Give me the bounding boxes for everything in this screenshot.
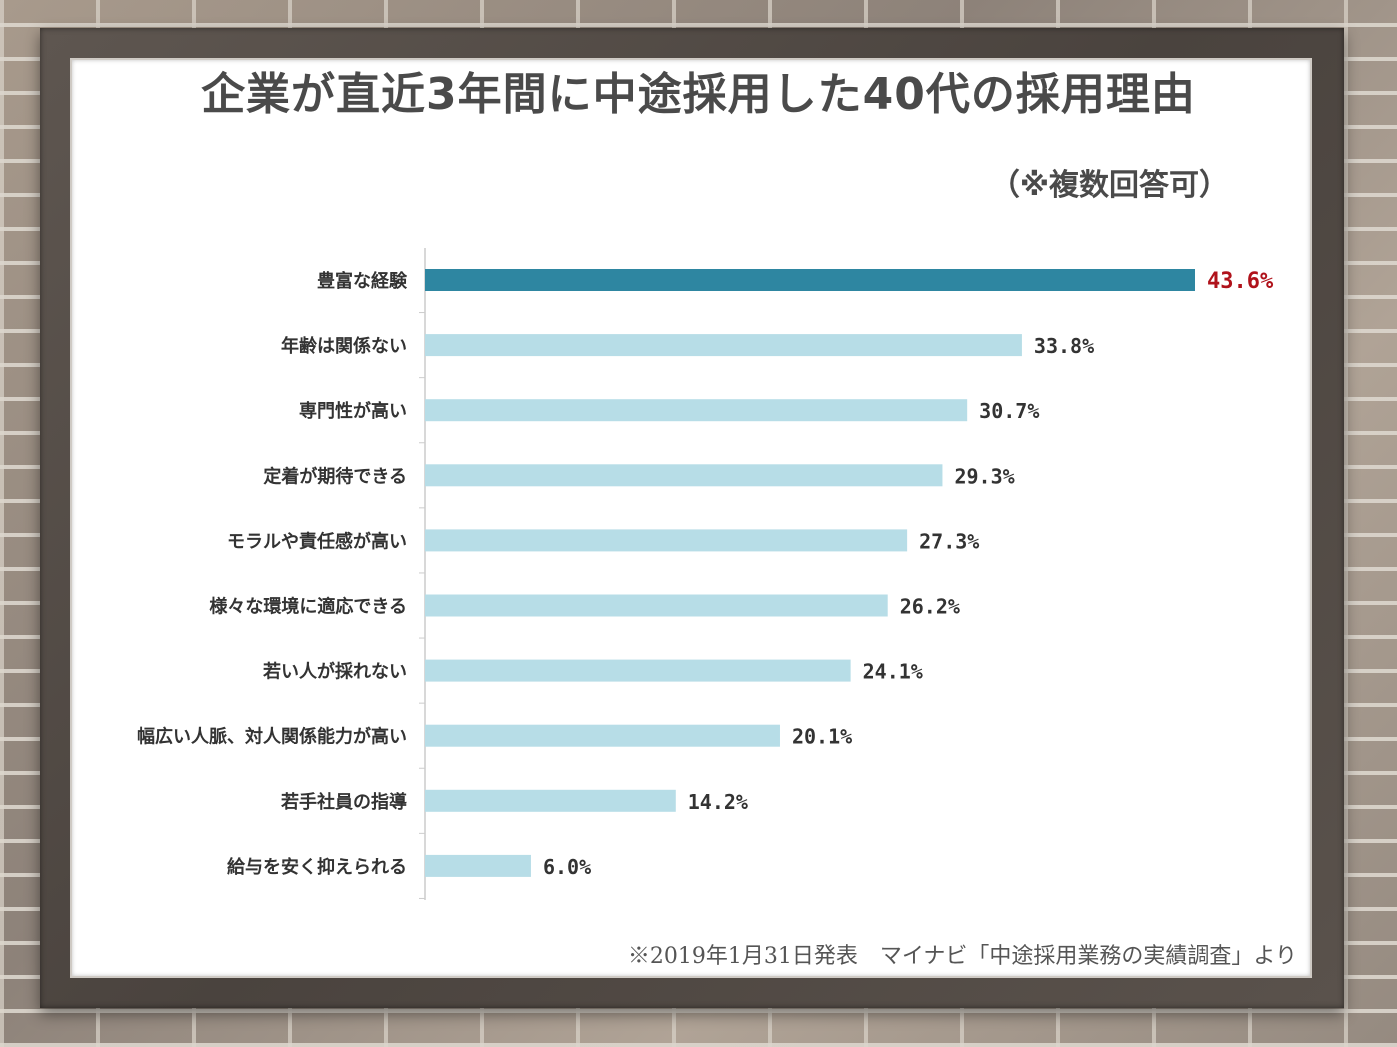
category-label: 様々な環境に適応できる — [209, 596, 407, 618]
bar — [425, 659, 851, 682]
bar — [425, 464, 943, 487]
value-label: 27.3% — [919, 529, 979, 553]
bar — [425, 854, 531, 877]
category-label: 年齢は関係ない — [281, 335, 407, 357]
chart-title: 企業が直近3年間に中途採用した40代の採用理由 — [201, 69, 1196, 120]
value-label: 33.8% — [1034, 334, 1094, 358]
category-label: モラルや責任感が高い — [227, 530, 407, 552]
category-label: 給与を安く抑えられる — [227, 856, 407, 878]
category-label: 若手社員の指導 — [280, 791, 407, 813]
value-label: 30.7% — [979, 399, 1039, 423]
bar — [425, 724, 780, 747]
category-label: 専門性が高い — [299, 400, 407, 422]
value-label: 24.1% — [863, 660, 923, 684]
bar — [425, 269, 1195, 291]
source-note: ※2019年1月31日発表 マイナビ「中途採用業務の実績調査」より — [627, 944, 1297, 969]
picture-frame — [40, 28, 1344, 1008]
category-label: 定着が期待できる — [263, 465, 407, 487]
chart-subtitle: （※複数回答可） — [989, 168, 1229, 203]
value-label: 20.1% — [792, 725, 852, 749]
value-label: 14.2% — [688, 790, 748, 814]
category-label: 豊富な経験 — [317, 270, 408, 292]
category-label: 若い人が採れない — [262, 661, 407, 683]
value-label: 6.0% — [543, 855, 591, 879]
bar — [425, 334, 1022, 357]
bar — [425, 529, 908, 552]
category-label: 幅広い人脈、対人関係能力が高い — [137, 726, 407, 748]
chart-panel — [70, 58, 1312, 978]
value-label: 29.3% — [954, 464, 1014, 488]
bar — [425, 789, 676, 812]
value-label: 26.2% — [900, 595, 960, 619]
bar — [425, 399, 968, 422]
value-label: 43.6% — [1207, 269, 1274, 294]
bar — [425, 594, 888, 617]
